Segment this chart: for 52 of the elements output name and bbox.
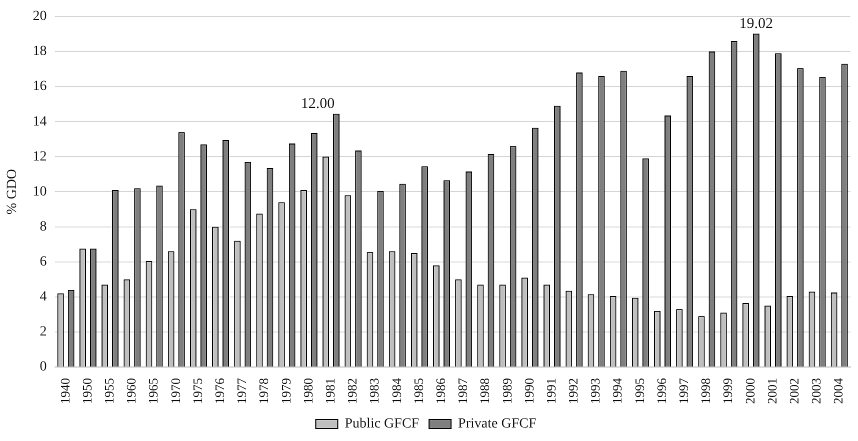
legend-label: Public GFCF bbox=[344, 416, 420, 432]
x-tick-label: 2004 bbox=[830, 378, 846, 404]
y-tick-label: 8 bbox=[40, 219, 47, 234]
x-tick-label: 1993 bbox=[588, 378, 603, 404]
x-tick-label: 1978 bbox=[256, 378, 272, 404]
x-tick-label: 1955 bbox=[101, 378, 116, 404]
x-tick-label: 1990 bbox=[521, 378, 536, 404]
x-tick-label: 1979 bbox=[278, 378, 294, 404]
x-tick-label: 1999 bbox=[720, 378, 736, 404]
x-tick-label: 1981 bbox=[322, 378, 338, 404]
x-tick-label: 1987 bbox=[455, 378, 470, 404]
y-tick-label: 6 bbox=[40, 254, 47, 270]
x-tick-label: 1982 bbox=[344, 378, 360, 404]
data-label: 19.02 bbox=[739, 16, 774, 32]
x-tick-label: 1976 bbox=[212, 378, 227, 404]
x-tick-label: 1998 bbox=[698, 378, 714, 404]
x-tick-label: 2000 bbox=[742, 378, 758, 404]
x-tick-label: 1977 bbox=[234, 378, 250, 404]
y-tick-label: 12 bbox=[32, 149, 47, 164]
y-tick-label: 14 bbox=[32, 114, 47, 130]
x-tick-label: 1984 bbox=[388, 378, 404, 404]
x-tick-label: 1985 bbox=[410, 378, 426, 404]
x-tick-label: 1991 bbox=[543, 378, 558, 404]
legend-label: Private GFCF bbox=[458, 416, 536, 432]
x-tick-label: 1988 bbox=[477, 378, 492, 404]
y-tick-label: 18 bbox=[32, 44, 47, 60]
x-tick-label: 1940 bbox=[57, 378, 72, 404]
data-label: 12.00 bbox=[300, 96, 335, 112]
y-tick-label: 4 bbox=[40, 290, 47, 305]
y-tick-label: 0 bbox=[40, 360, 47, 375]
x-tick-label: 1997 bbox=[676, 378, 692, 404]
x-tick-label: 1950 bbox=[79, 378, 94, 404]
x-tick-label: 2003 bbox=[808, 378, 824, 404]
y-tick-label: 2 bbox=[40, 324, 47, 340]
x-tick-label: 1965 bbox=[146, 378, 161, 404]
x-tick-label: 2002 bbox=[786, 378, 802, 404]
x-tick-label: 1970 bbox=[168, 378, 183, 404]
x-tick-label: 1975 bbox=[190, 378, 205, 404]
x-tick-label: 2001 bbox=[764, 378, 780, 404]
x-tick-label: 1995 bbox=[632, 378, 647, 404]
x-tick-label: 1992 bbox=[566, 378, 581, 404]
x-tick-label: 1996 bbox=[654, 378, 669, 404]
y-axis-title: % GDO bbox=[5, 168, 20, 214]
x-tick-label: 1989 bbox=[499, 378, 514, 404]
x-tick-label: 1986 bbox=[432, 378, 448, 404]
x-tick-label: 1960 bbox=[124, 378, 139, 404]
x-tick-label: 1983 bbox=[366, 378, 382, 404]
x-tick-label: 1994 bbox=[610, 378, 625, 404]
y-tick-label: 16 bbox=[32, 79, 47, 94]
x-tick-label: 1980 bbox=[300, 378, 316, 404]
y-tick-label: 20 bbox=[32, 9, 47, 24]
y-tick-label: 10 bbox=[32, 184, 47, 200]
